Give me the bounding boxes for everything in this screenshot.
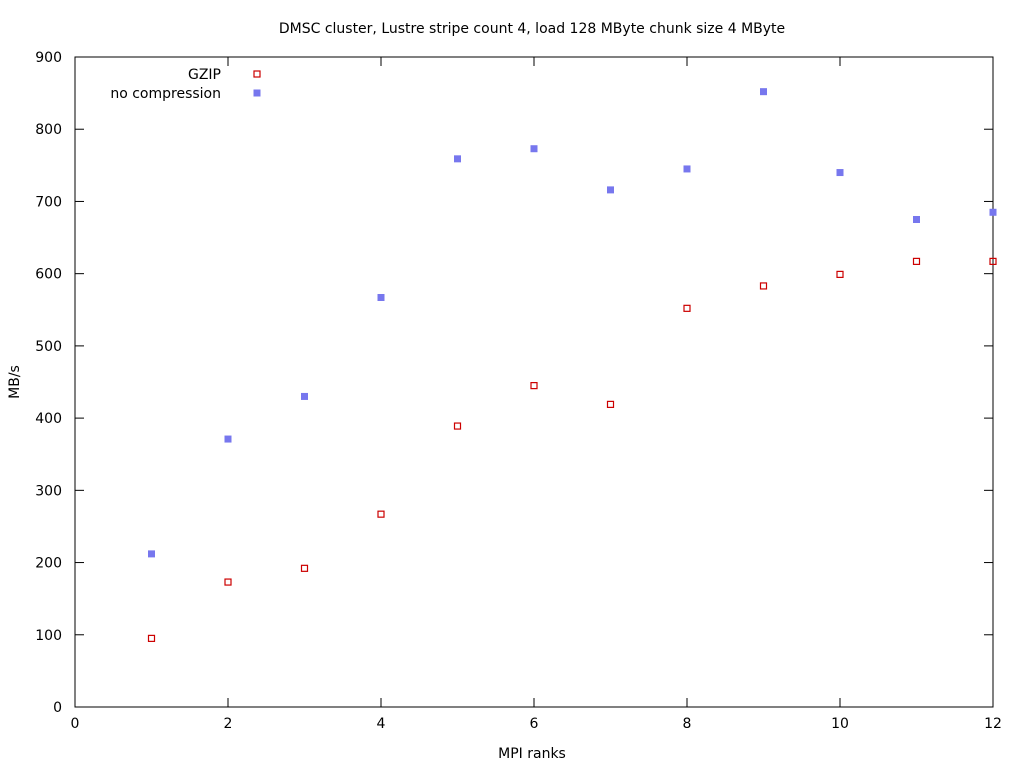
- y-tick-label: 200: [35, 556, 62, 572]
- x-tick-label: 12: [984, 716, 1002, 732]
- legend-marker: [253, 70, 261, 78]
- data-point: [300, 564, 309, 572]
- data-point: [683, 165, 691, 173]
- series-gzip: [147, 257, 997, 642]
- x-axis-label: MPI ranks: [498, 746, 566, 762]
- data-point: [301, 392, 308, 400]
- axes: 0 2 4 6 8 10 12 0 100 200 300 400 500 600 700 800 900: [35, 50, 1002, 732]
- plot-frame: [74, 56, 994, 708]
- data-point: [530, 145, 538, 153]
- data-point: [989, 208, 997, 216]
- data-point: [836, 169, 844, 177]
- data-point: [606, 400, 615, 408]
- data-point: [148, 550, 155, 558]
- x-tick-label: 8: [683, 716, 692, 732]
- data-point: [760, 88, 767, 96]
- data-point: [989, 257, 997, 265]
- data-point: [759, 282, 768, 290]
- legend-marker: [253, 89, 261, 97]
- data-point: [454, 155, 461, 163]
- data-point: [377, 294, 385, 301]
- chart-title: DMSC cluster, Lustre stripe count 4, loa…: [279, 21, 785, 37]
- x-tick-label: 10: [831, 716, 849, 732]
- y-tick-label: 900: [35, 50, 62, 66]
- legend-label: GZIP: [188, 67, 221, 83]
- data-point: [147, 634, 156, 642]
- data-point: [377, 510, 385, 518]
- data-point: [530, 382, 538, 390]
- legend-label: no compression: [110, 86, 221, 102]
- data-points: [147, 88, 997, 642]
- data-point: [453, 422, 462, 430]
- data-point: [224, 578, 232, 586]
- y-axis-label: MB/s: [7, 365, 23, 399]
- y-tick-label: 800: [35, 122, 62, 138]
- y-tick-label: 100: [35, 628, 62, 644]
- y-tick-label: 400: [35, 411, 62, 427]
- x-tick-label: 4: [377, 716, 386, 732]
- y-tick-label: 500: [35, 339, 62, 355]
- x-tick-label: 0: [71, 716, 80, 732]
- data-point: [836, 270, 844, 278]
- y-tick-label: 0: [53, 700, 62, 716]
- y-tick-label: 700: [35, 194, 62, 210]
- data-point: [683, 304, 691, 312]
- x-tick-label: 6: [530, 716, 539, 732]
- data-point: [224, 435, 232, 443]
- y-tick-label: 600: [35, 267, 62, 283]
- data-point: [912, 257, 921, 265]
- data-point: [913, 216, 920, 223]
- data-point: [607, 186, 614, 194]
- legend: GZIP no compression: [110, 67, 261, 102]
- y-tick-label: 300: [35, 483, 62, 499]
- x-tick-label: 2: [224, 716, 233, 732]
- series-no-compression: [148, 88, 997, 558]
